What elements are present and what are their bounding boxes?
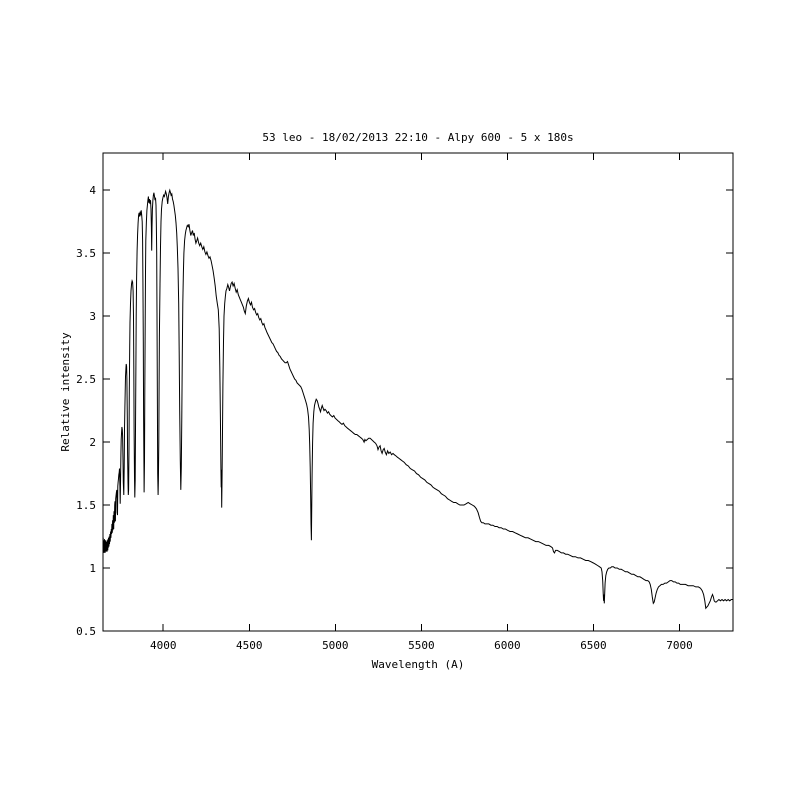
x-tick-label: 5000 bbox=[322, 639, 349, 652]
x-tick-label: 7000 bbox=[666, 639, 693, 652]
y-tick-label: 2 bbox=[89, 436, 96, 449]
y-tick-label: 4 bbox=[89, 184, 96, 197]
y-tick-label: 2.5 bbox=[76, 373, 96, 386]
x-tick-label: 4500 bbox=[236, 639, 263, 652]
x-tick-label: 5500 bbox=[408, 639, 435, 652]
y-tick-label: 1.5 bbox=[76, 499, 96, 512]
x-tick-label: 4000 bbox=[150, 639, 177, 652]
x-axis-title: Wavelength (A) bbox=[371, 658, 465, 671]
chart-title: 53 leo - 18/02/2013 22:10 - Alpy 600 - 5… bbox=[262, 131, 574, 144]
spectrum-line bbox=[102, 188, 733, 610]
y-tick-label: 3 bbox=[89, 310, 96, 323]
y-tick-label: 1 bbox=[89, 562, 96, 575]
x-tick-label: 6500 bbox=[580, 639, 607, 652]
y-tick-label: 0.5 bbox=[76, 625, 96, 638]
plot-border bbox=[102, 152, 734, 632]
y-tick-label: 3.5 bbox=[76, 247, 96, 260]
x-tick-label: 6000 bbox=[494, 639, 521, 652]
